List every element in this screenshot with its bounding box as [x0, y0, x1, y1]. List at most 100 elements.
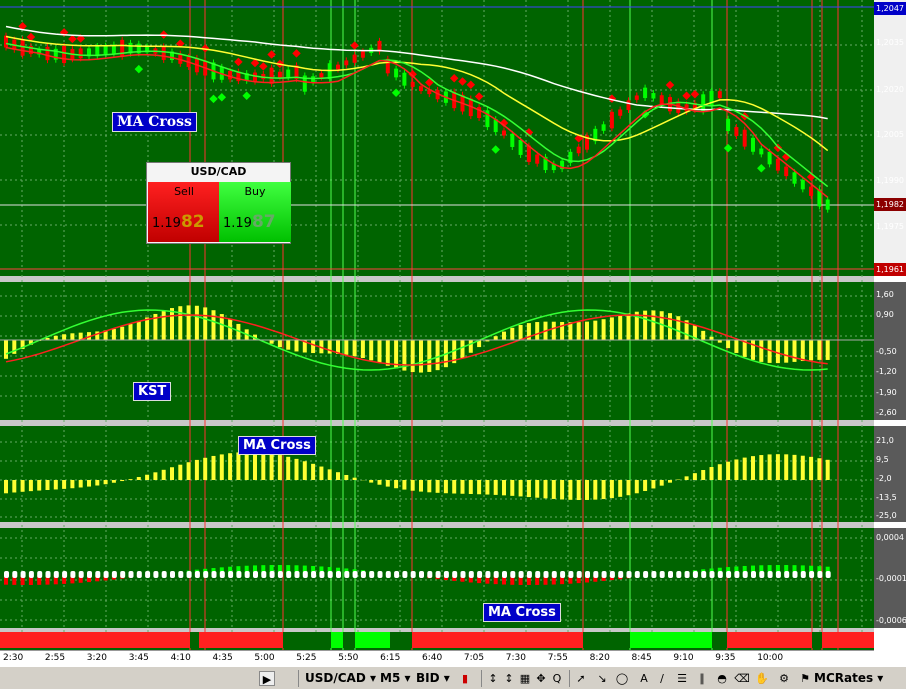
text-tool-icon[interactable]: A [640, 672, 648, 685]
macross-bar [145, 474, 150, 480]
sell-signal-diamond [458, 77, 467, 86]
ma-cross-main-tag[interactable]: MA Cross [112, 112, 197, 132]
kst-tag[interactable]: KST [133, 382, 172, 401]
kst-bar [800, 340, 805, 362]
macross-bar [585, 480, 589, 500]
sub-osc-dot [676, 571, 682, 578]
bear-candle [178, 53, 183, 64]
kst-bar [626, 313, 631, 340]
sub-osc-dot [128, 571, 134, 578]
sub-osc-dot [302, 571, 308, 578]
sub-osc-dot [767, 571, 773, 578]
play-icon[interactable]: ▶ [259, 671, 275, 686]
gann-icon[interactable]: ◓ [717, 672, 727, 685]
kst-bar [394, 340, 399, 369]
ma-cross-sub-tag[interactable]: MA Cross [483, 603, 561, 622]
sub-osc-dot [219, 571, 225, 578]
sub-osc-dot [136, 571, 142, 578]
kst-bar [302, 340, 307, 353]
zoom-icon[interactable]: Q [552, 672, 562, 685]
sub-osc-bar [817, 566, 822, 575]
macross-bar [576, 480, 581, 501]
sell-signal-diamond [176, 39, 185, 48]
sell-signal-diamond [68, 34, 77, 44]
sub-osc-dot [443, 571, 449, 578]
macross-bar [784, 454, 789, 480]
settings-icon[interactable]: ⚙ [779, 672, 789, 685]
brand-menu[interactable]: MCRates ▾ [814, 671, 884, 685]
sub-osc-bar [302, 565, 307, 575]
sub-osc-dot [78, 571, 84, 578]
bear-candle [253, 72, 257, 82]
kst-bar [4, 340, 8, 359]
bear-candle [319, 73, 324, 78]
ma-cross-osc-tag[interactable]: MA Cross [238, 436, 316, 455]
macross-bar [62, 480, 67, 489]
flag-icon[interactable]: ⚑ [800, 672, 810, 685]
symbol-dropdown[interactable]: USD/CAD ▾ [305, 671, 376, 685]
bear-candle [692, 102, 697, 111]
kst-bar [659, 311, 664, 340]
pane-separator [0, 276, 874, 282]
macross-bar [535, 480, 540, 498]
sub-osc-dot [203, 571, 209, 578]
eraser-icon[interactable]: ⌫ [734, 672, 750, 685]
bull-candle [825, 199, 830, 210]
period-dropdown[interactable]: M5 ▾ [380, 671, 411, 685]
kst-bar [692, 325, 697, 340]
time-label: 4:35 [212, 653, 233, 663]
sub-scale-label: -0,0006 [876, 616, 906, 625]
trendline-icon[interactable]: ∕ [660, 672, 664, 685]
macross-bar [593, 480, 598, 500]
macross-bar [78, 480, 83, 488]
chart-canvas[interactable] [0, 0, 906, 666]
bear-candle [684, 104, 689, 112]
macross-bar [701, 470, 706, 480]
sub-osc-bar [45, 575, 50, 585]
macross-bar [4, 480, 8, 494]
macross-bar [103, 480, 108, 485]
sell-label: Sell [174, 185, 194, 198]
macross-bar [435, 480, 440, 493]
sub-osc-bar [277, 565, 282, 575]
sub-osc-dot [493, 571, 499, 578]
sell-signal-diamond [499, 118, 509, 128]
macross-bar [286, 456, 291, 480]
kst-bar [568, 322, 573, 340]
cursor-icon[interactable]: ↕ [504, 672, 514, 685]
bars-icon[interactable]: ▦ [519, 672, 531, 685]
bull-candle [95, 46, 100, 57]
ellipse-icon[interactable]: ◯ [615, 672, 629, 685]
macross-bar [95, 480, 100, 486]
hand-icon[interactable]: ✋ [755, 672, 769, 685]
price-type-dropdown[interactable]: BID ▾ [416, 671, 450, 685]
sub-osc-dot [194, 571, 200, 578]
sub-osc-bar [311, 565, 316, 575]
sub-osc-dot [286, 571, 292, 578]
bull-candle [759, 148, 764, 155]
fibo-icon[interactable]: ☰ [677, 672, 687, 685]
macross-bar [53, 480, 58, 490]
chart-type-icon[interactable]: ▮ [461, 672, 469, 685]
line-tool-icon[interactable]: ↕ [488, 672, 498, 685]
kst-bar [53, 335, 58, 340]
sub-osc-dot [609, 571, 615, 578]
pointer-icon[interactable]: ➚ [576, 672, 586, 685]
crosshair-icon[interactable]: ✥ [536, 672, 546, 685]
buy-button[interactable]: Buy 1.1987 [219, 182, 291, 242]
sub-osc-dot [352, 571, 358, 578]
macross-bar [518, 480, 523, 497]
sell-button[interactable]: Sell 1.1982 [148, 182, 220, 242]
arrow-down-icon[interactable]: ↘ [597, 672, 607, 685]
macross-bar [136, 477, 141, 480]
buy-signal-diamond [242, 91, 251, 100]
bear-candle [609, 111, 614, 129]
bottom-toolbar: ▶ USD/CAD ▾ M5 ▾ BID ▾ ▮ ↕ ↕ ▦ ✥ Q ➚ ↘ ◯… [0, 666, 906, 689]
sub-osc-dot [111, 571, 117, 578]
kst-scale-label: -1,20 [876, 367, 897, 376]
channel-icon[interactable]: ∥ [699, 672, 705, 685]
indicator-axis-background [874, 528, 906, 628]
sub-osc-bar [269, 565, 274, 575]
kst-bar [269, 340, 274, 344]
